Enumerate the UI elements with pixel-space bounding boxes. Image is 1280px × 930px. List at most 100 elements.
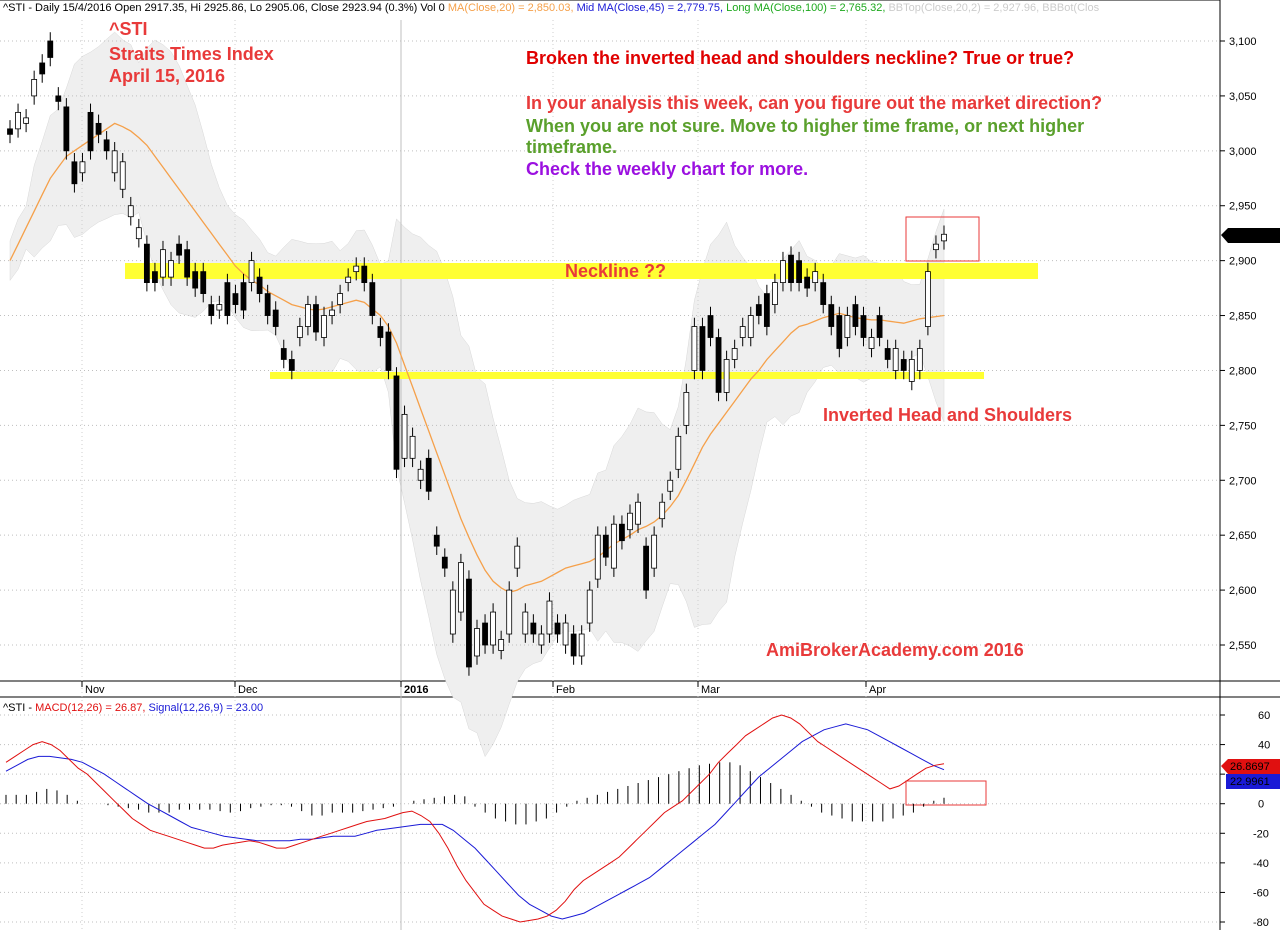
pattern-label: Inverted Head and Shoulders <box>823 405 1072 425</box>
candle <box>852 295 859 336</box>
candle <box>361 257 368 292</box>
macd-header-prefix: ^STI - <box>3 702 32 714</box>
candle <box>449 581 456 643</box>
candle <box>610 515 617 577</box>
candle <box>546 592 553 643</box>
candle-body <box>804 276 811 289</box>
header-bbtop: BBTop(Close,20,2) = 2,927.96, <box>888 2 1039 14</box>
header-line: ^STI - Daily 15/4/2016 Open 2917.35, Hi … <box>3 2 1100 14</box>
candle-body <box>739 326 746 338</box>
candle <box>594 526 601 588</box>
candle <box>393 367 400 479</box>
neckline-highlight <box>125 263 1038 279</box>
candle-body <box>610 523 617 569</box>
candle-body <box>578 633 585 657</box>
candle <box>763 284 770 336</box>
price-tick-label: 2,650 <box>1229 530 1257 542</box>
candle-body <box>216 304 223 311</box>
candle-body <box>570 633 577 657</box>
candle <box>39 54 46 83</box>
candle <box>296 317 303 347</box>
watermark: AmiBrokerAcademy.com 2016 <box>766 640 1024 660</box>
date-tick-label: 2016 <box>404 684 428 696</box>
candle-body <box>755 304 762 316</box>
candle-body <box>820 282 827 305</box>
candle-body <box>892 348 899 371</box>
candle <box>788 246 794 292</box>
candle-body <box>908 359 915 382</box>
candle <box>79 153 86 182</box>
candle-body <box>449 589 456 635</box>
signal-value-label: 22.9961 <box>1230 776 1270 788</box>
candle <box>240 273 247 319</box>
macd-axis: 6040200-20-40-60-80 <box>1220 710 1270 929</box>
candle <box>208 295 215 325</box>
candle <box>578 625 585 665</box>
candle <box>860 306 867 347</box>
candle-body <box>602 534 609 558</box>
candle <box>562 614 569 654</box>
weekly-chart-annotation: Check the weekly chart for more. <box>526 159 808 179</box>
candle <box>707 306 714 347</box>
candle <box>812 262 819 292</box>
candle-body <box>264 293 271 316</box>
candle-body <box>506 589 513 635</box>
date-tick-label: Nov <box>85 684 105 696</box>
signal-line <box>5 723 945 920</box>
candle-body <box>876 315 883 338</box>
candle-body <box>675 435 682 470</box>
candle-body <box>152 271 158 284</box>
candle-body <box>941 233 947 242</box>
signal-value-tag: 22.9961 <box>1226 774 1280 789</box>
candle <box>441 548 448 577</box>
candle-body <box>635 501 641 525</box>
candle <box>313 295 319 341</box>
candle-body <box>63 106 70 152</box>
candle <box>498 630 505 660</box>
signal-path <box>5 723 945 920</box>
candle-body <box>538 633 545 646</box>
candle <box>160 240 166 286</box>
candle <box>586 581 593 632</box>
candle-body <box>828 304 835 327</box>
candle-body <box>313 304 319 333</box>
candle <box>530 614 537 643</box>
candle-body <box>844 315 851 338</box>
candle <box>127 196 134 226</box>
candle <box>369 273 376 325</box>
candle-body <box>168 260 174 278</box>
candle-body <box>103 139 110 152</box>
price-tick-label: 2,800 <box>1229 365 1257 377</box>
candle <box>417 460 424 490</box>
candle-body <box>135 227 142 240</box>
header-mid-ma: Mid MA(Close,45) = 2,779.75, <box>577 2 723 14</box>
candle <box>916 339 923 380</box>
macd-tick-label: -60 <box>1253 887 1269 899</box>
candle-body <box>562 622 569 646</box>
candle <box>345 268 352 292</box>
candle-body <box>232 293 239 305</box>
candle-body <box>466 578 472 668</box>
candle-body <box>619 523 625 542</box>
candle <box>570 625 577 665</box>
candle-body <box>119 161 126 190</box>
candle-body <box>627 512 633 531</box>
candle-body <box>474 628 480 657</box>
candle-body <box>192 271 199 289</box>
candle <box>457 553 464 621</box>
candle <box>892 339 899 380</box>
date-annotation: April 15, 2016 <box>109 66 225 86</box>
date-tick-label: Mar <box>701 684 720 696</box>
candle-body <box>788 254 794 284</box>
candle-body <box>530 622 537 635</box>
candle <box>667 471 674 501</box>
candle-body <box>667 479 674 492</box>
candle <box>755 295 762 325</box>
candle <box>200 262 207 303</box>
candle <box>264 284 271 325</box>
candle <box>627 504 633 539</box>
macd-histogram <box>5 762 945 825</box>
candle-body <box>95 122 102 135</box>
candle-body <box>224 282 231 316</box>
candle-body <box>852 304 859 327</box>
